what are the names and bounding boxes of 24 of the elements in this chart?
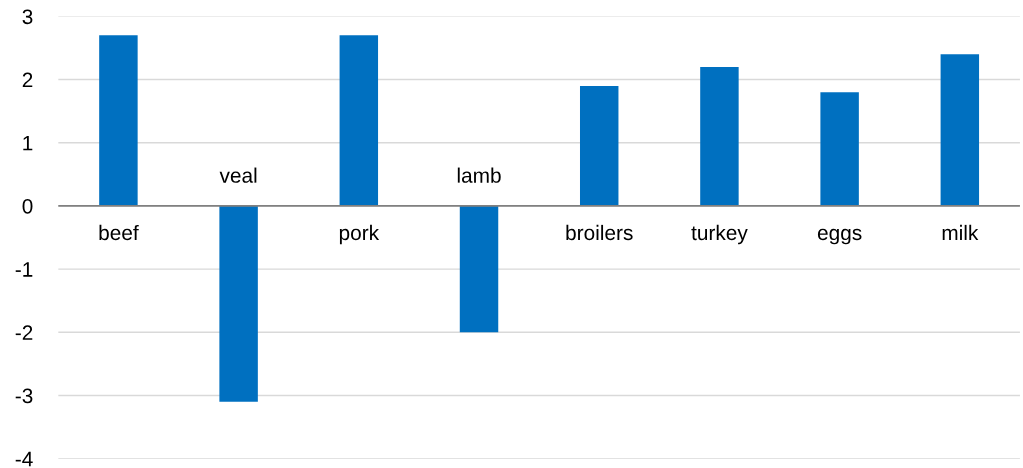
y-tick-label: 0 <box>22 198 33 214</box>
bar <box>99 35 138 206</box>
x-tick-label: turkey <box>691 224 748 245</box>
bar <box>820 92 859 206</box>
y-tick-label: 3 <box>22 9 33 25</box>
x-tick-label: milk <box>942 224 979 240</box>
y-tick-label: -4 <box>15 451 33 467</box>
x-tick-label: eggs <box>817 228 862 245</box>
bar <box>700 66 739 206</box>
y-tick-label: -1 <box>15 262 33 277</box>
y-tick-label: -3 <box>15 388 33 404</box>
x-tick-label: broilers <box>566 224 633 241</box>
x-tick-label: beef <box>99 224 139 241</box>
bar <box>579 85 619 206</box>
bar <box>459 205 499 333</box>
y-tick-label: -2 <box>15 325 33 340</box>
x-tick-label: lamb <box>457 167 501 183</box>
bar <box>219 205 258 402</box>
y-tick-label: 2 <box>22 72 33 88</box>
x-tick-label: pork <box>339 224 380 245</box>
bar <box>940 54 980 206</box>
y-tick-label: 1 <box>23 135 33 151</box>
x-tick-label: veal <box>219 167 257 183</box>
bar <box>339 35 379 206</box>
